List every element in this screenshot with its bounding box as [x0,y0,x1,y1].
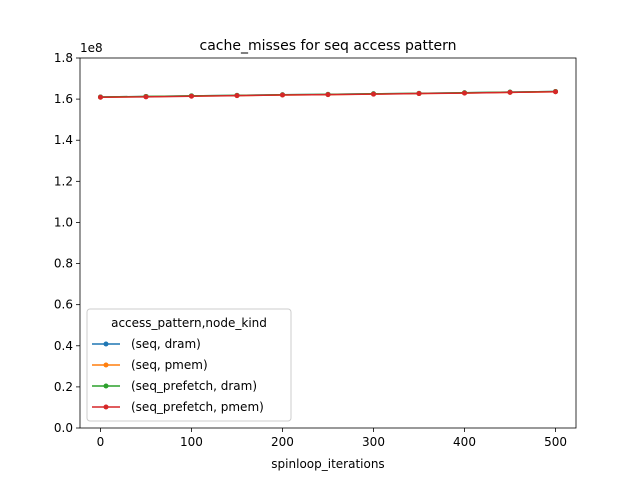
x-tick-label: 500 [544,435,567,449]
data-point [97,94,103,100]
y-tick-label: 1.4 [54,133,73,147]
legend-swatch-marker [103,383,109,389]
data-point [416,91,422,97]
legend-label: (seq_prefetch, dram) [131,379,257,393]
data-point [143,94,149,100]
legend-items: (seq, dram) (seq, pmem) (seq_prefetch, dra… [92,337,264,414]
legend-swatch-marker [103,341,109,347]
legend-label: (seq, dram) [131,337,201,351]
x-tick-label: 100 [180,435,203,449]
y-tick-label: 1.0 [54,215,73,229]
plot-frame [79,57,577,429]
x-axis: 0 100 200 300 400 500 [97,428,567,449]
data-point [188,93,194,99]
y-tick-label: 1.8 [54,51,73,65]
legend-label: (seq_prefetch, pmem) [131,400,264,414]
legend: access_pattern,node_kind (seq, dram)(seq… [86,308,292,422]
y-tick-label: 0.4 [54,339,73,353]
data-point [371,91,377,97]
y-tick-label: 0.6 [54,298,73,312]
y-tick-label: 1.6 [54,92,73,106]
legend-item: (seq, pmem) [92,358,208,372]
series-layer [97,89,559,100]
legend-swatch-marker [103,362,109,368]
legend-item: (seq, dram) [92,337,201,351]
x-tick-label: 300 [362,435,385,449]
legend-item: (seq_prefetch, dram) [92,379,257,393]
data-point [507,89,513,95]
legend-title: access_pattern,node_kind [111,316,267,330]
y-tick-label: 0.2 [54,380,73,394]
y-axis: 0.0 0.2 0.4 0.6 0.8 1.0 1.2 1.4 1.6 1.8 [54,51,80,435]
y-offset-label: 1e8 [80,41,103,55]
x-axis-label: spinloop_iterations [271,457,384,471]
x-tick-label: 0 [97,435,105,449]
data-point [279,92,285,98]
chart-title: cache_misses for seq access pattern [200,38,457,54]
legend-box [86,308,292,422]
x-tick-label: 400 [453,435,476,449]
legend-label: (seq, pmem) [131,358,208,372]
data-point [325,92,331,98]
data-point [234,93,240,99]
data-point [553,89,559,95]
legend-swatch-marker [103,404,109,410]
legend-item: (seq_prefetch, pmem) [92,400,264,414]
data-point [462,90,468,96]
y-tick-label: 1.2 [54,174,73,188]
y-tick-label: 0.8 [54,257,73,271]
x-tick-label: 200 [271,435,294,449]
y-tick-label: 0.0 [54,421,73,435]
series-3 [97,89,559,100]
